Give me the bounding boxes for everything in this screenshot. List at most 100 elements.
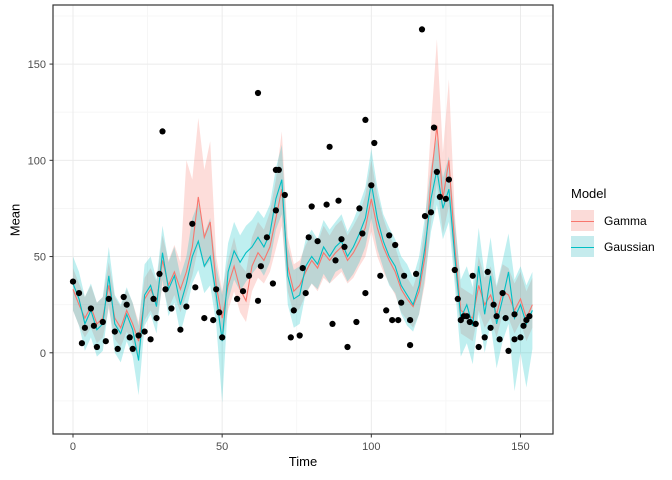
data-point bbox=[496, 336, 503, 343]
legend-label-gaussian: Gaussian bbox=[604, 239, 655, 254]
data-point bbox=[329, 320, 336, 327]
data-point bbox=[338, 236, 345, 243]
data-point bbox=[511, 311, 518, 318]
data-point bbox=[147, 336, 154, 343]
data-point bbox=[445, 176, 452, 183]
data-point bbox=[418, 26, 426, 33]
data-point bbox=[371, 139, 378, 147]
data-point bbox=[520, 322, 527, 329]
data-point bbox=[213, 286, 220, 293]
data-point bbox=[257, 263, 264, 270]
legend: Model Gamma Gaussian bbox=[571, 186, 655, 262]
data-point bbox=[314, 238, 321, 245]
data-point bbox=[368, 182, 375, 189]
data-point bbox=[153, 315, 160, 322]
y-tick-label: 100 bbox=[28, 155, 46, 167]
data-point bbox=[201, 315, 208, 322]
legend-title: Model bbox=[571, 186, 607, 201]
data-point bbox=[490, 301, 497, 308]
data-point bbox=[436, 193, 443, 200]
data-point bbox=[290, 307, 297, 314]
legend-item-gaussian: Gaussian bbox=[571, 236, 655, 257]
data-point bbox=[407, 317, 414, 324]
data-point bbox=[275, 166, 282, 173]
data-point bbox=[78, 340, 85, 347]
data-point bbox=[454, 295, 461, 302]
data-point bbox=[505, 347, 512, 354]
data-point bbox=[75, 290, 83, 297]
data-point bbox=[126, 334, 133, 341]
data-point bbox=[177, 326, 184, 333]
data-point bbox=[353, 318, 360, 326]
data-point bbox=[517, 334, 524, 341]
gaussian-ribbon-swatch bbox=[571, 236, 594, 257]
data-point bbox=[451, 266, 458, 274]
data-point bbox=[263, 234, 270, 241]
data-point bbox=[129, 345, 136, 352]
data-point bbox=[219, 334, 226, 341]
data-point bbox=[281, 191, 288, 199]
data-point bbox=[466, 318, 473, 326]
data-point bbox=[192, 284, 199, 291]
data-point bbox=[359, 230, 366, 237]
data-point bbox=[305, 234, 312, 241]
data-point bbox=[99, 318, 106, 326]
data-point bbox=[502, 315, 509, 322]
data-point bbox=[308, 203, 315, 210]
y-tick-label: 150 bbox=[28, 59, 46, 71]
gamma-ribbon-swatch bbox=[571, 210, 594, 231]
data-point bbox=[234, 295, 241, 302]
data-point bbox=[401, 272, 408, 279]
data-point bbox=[183, 303, 190, 310]
data-point bbox=[463, 313, 470, 320]
data-point bbox=[475, 343, 482, 351]
panel-background bbox=[53, 5, 553, 434]
data-point bbox=[511, 336, 518, 343]
data-point bbox=[421, 213, 429, 220]
x-tick-label: 50 bbox=[216, 441, 228, 453]
data-point bbox=[102, 338, 109, 345]
data-point bbox=[156, 270, 163, 277]
data-point bbox=[162, 286, 169, 293]
gaussian-line-icon bbox=[571, 246, 594, 248]
data-point bbox=[469, 272, 476, 279]
legend-item-gamma: Gamma bbox=[571, 210, 655, 231]
data-point bbox=[216, 309, 223, 316]
panel-border bbox=[52, 4, 554, 435]
data-point bbox=[413, 270, 420, 277]
data-point bbox=[299, 265, 306, 272]
data-point bbox=[90, 322, 97, 329]
data-point bbox=[114, 345, 121, 352]
data-point bbox=[120, 293, 127, 301]
data-point bbox=[323, 201, 330, 208]
data-point bbox=[81, 324, 88, 331]
data-point bbox=[344, 343, 351, 351]
data-point bbox=[487, 324, 494, 331]
data-point bbox=[326, 143, 333, 150]
gamma-line-icon bbox=[571, 220, 594, 222]
data-point bbox=[383, 307, 390, 314]
data-point bbox=[189, 220, 196, 227]
data-point bbox=[362, 290, 369, 297]
data-point bbox=[499, 290, 506, 297]
data-point bbox=[392, 241, 399, 249]
data-point bbox=[481, 334, 488, 341]
data-point bbox=[93, 343, 100, 351]
data-point bbox=[254, 89, 262, 97]
x-axis-title: Time bbox=[288, 454, 318, 469]
data-point bbox=[123, 301, 130, 308]
data-point bbox=[245, 272, 253, 279]
data-point bbox=[430, 124, 438, 131]
data-point bbox=[254, 297, 262, 304]
data-point bbox=[335, 197, 342, 204]
data-point bbox=[427, 209, 435, 216]
data-point bbox=[442, 195, 449, 202]
data-point bbox=[287, 334, 294, 341]
mean-line-gaussian bbox=[72, 169, 533, 361]
data-point bbox=[272, 207, 279, 214]
data-point bbox=[356, 205, 363, 212]
data-point bbox=[135, 332, 142, 339]
data-point bbox=[168, 305, 175, 312]
data-point bbox=[332, 257, 339, 264]
